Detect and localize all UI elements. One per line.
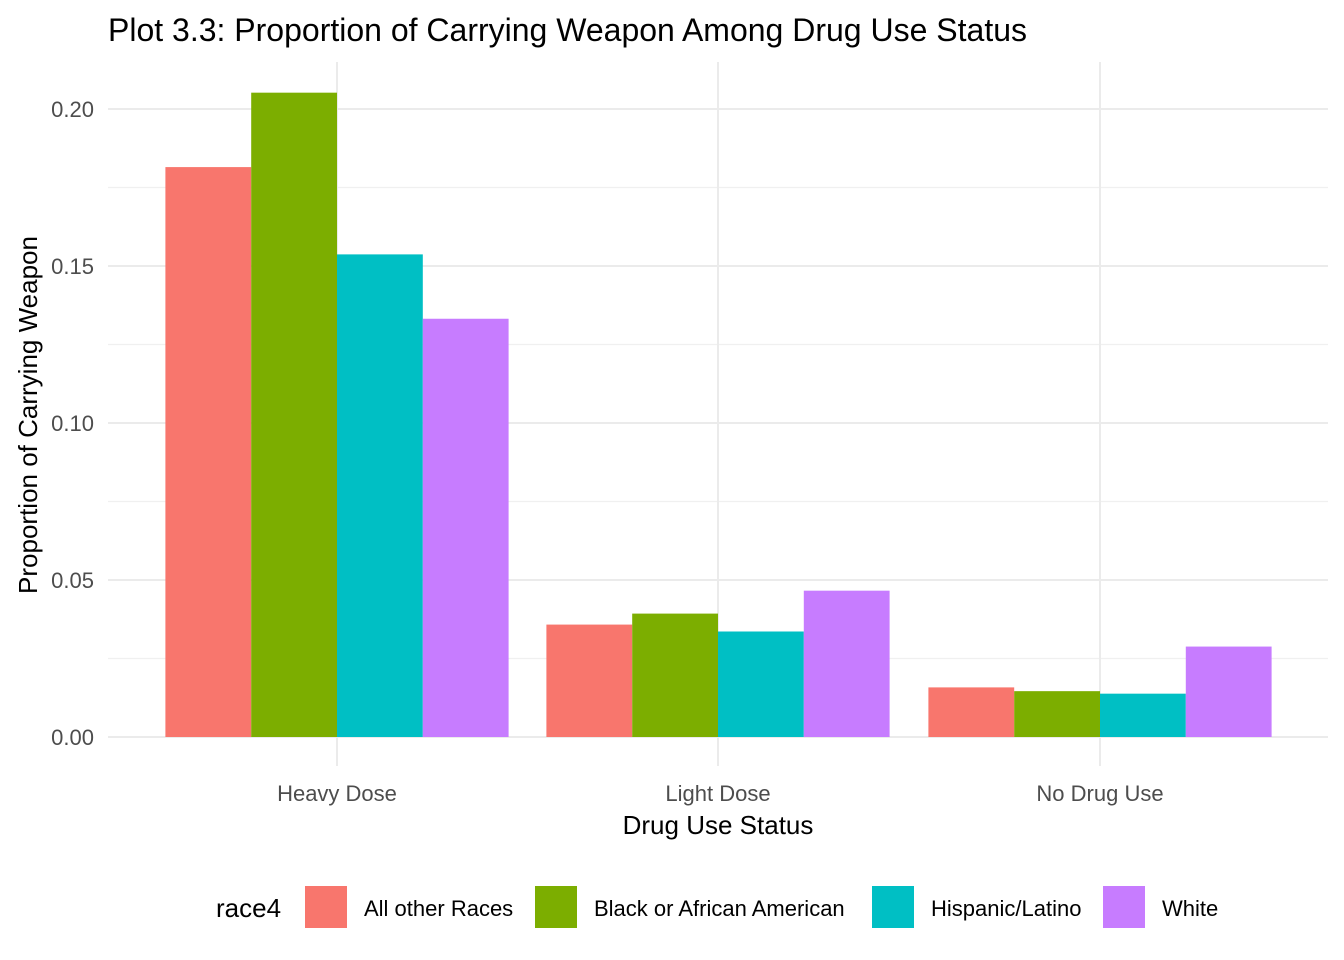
y-tick-label: 0.00 (51, 725, 94, 750)
bar (928, 687, 1015, 737)
bar (1185, 646, 1272, 737)
bar (718, 631, 804, 737)
y-tick-label: 0.10 (51, 411, 94, 436)
bar (546, 624, 633, 737)
legend-key (305, 886, 347, 928)
bar (1100, 693, 1186, 737)
legend-label: White (1162, 896, 1218, 921)
x-tick-label: Heavy Dose (277, 781, 397, 806)
bar (1014, 691, 1100, 737)
bar (337, 254, 423, 737)
x-tick-label: No Drug Use (1036, 781, 1163, 806)
y-tick-label: 0.20 (51, 97, 94, 122)
x-axis-ticks: Heavy Dose Light Dose No Drug Use (277, 781, 1164, 806)
x-tick-label: Light Dose (665, 781, 770, 806)
bar (251, 92, 337, 737)
bar (165, 167, 252, 738)
legend-label: All other Races (364, 896, 513, 921)
x-axis-title: Drug Use Status (623, 810, 814, 840)
y-axis-title: Proportion of Carrying Weapon (13, 236, 43, 594)
legend-key (872, 886, 914, 928)
y-tick-label: 0.05 (51, 568, 94, 593)
legend: race4 All other Races Black or African Am… (216, 886, 1218, 928)
bars-layer (165, 92, 1272, 738)
y-axis-ticks: 0.00 0.05 0.10 0.15 0.20 (51, 97, 94, 750)
bar (632, 613, 718, 737)
bar (803, 590, 890, 737)
legend-label: Hispanic/Latino (931, 896, 1081, 921)
bar (422, 318, 509, 737)
legend-title: race4 (216, 893, 281, 923)
legend-key (535, 886, 577, 928)
y-tick-label: 0.15 (51, 254, 94, 279)
legend-key (1103, 886, 1145, 928)
chart-title: Plot 3.3: Proportion of Carrying Weapon … (108, 12, 1027, 48)
legend-label: Black or African American (594, 896, 845, 921)
